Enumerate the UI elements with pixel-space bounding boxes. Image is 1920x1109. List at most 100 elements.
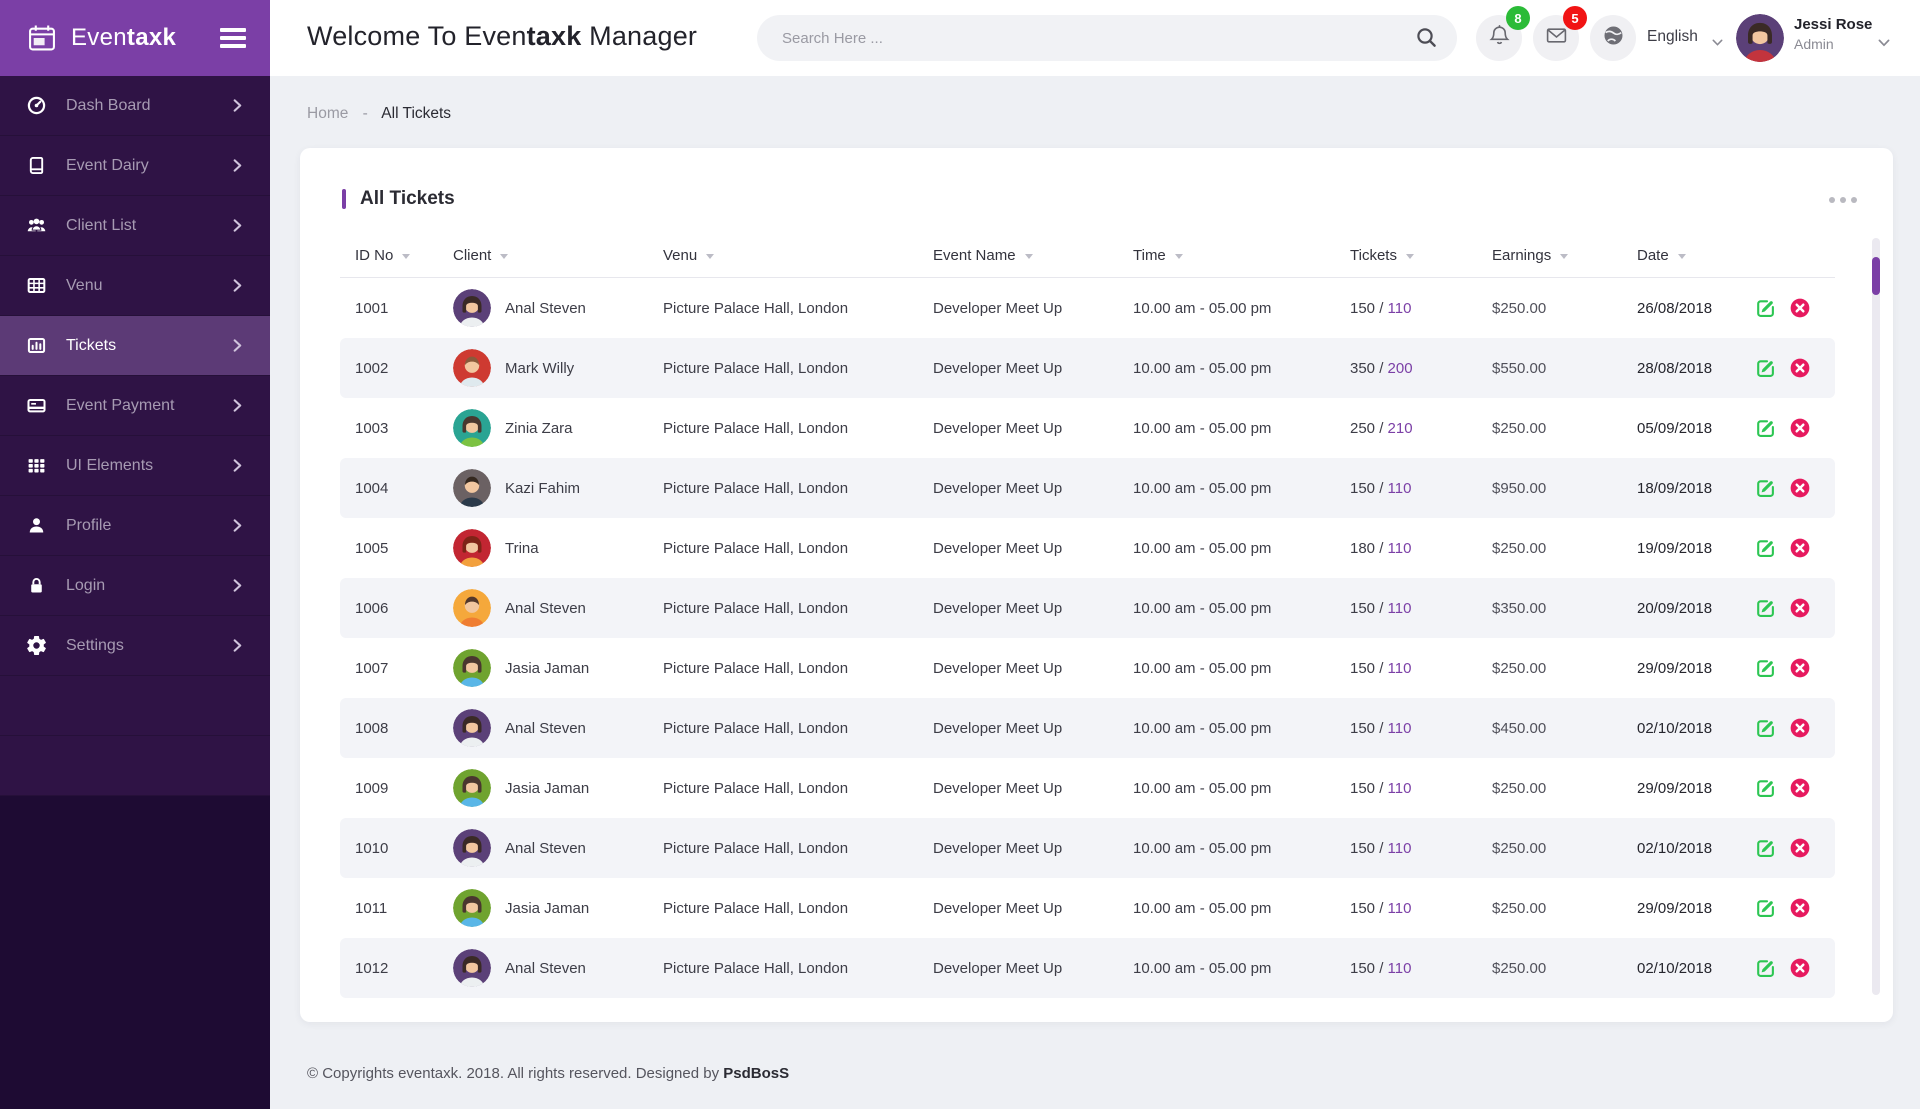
- payment-card-icon: [27, 396, 46, 415]
- cell-date: 29/09/2018: [1637, 779, 1713, 797]
- cell-time: 10.00 am - 05.00 pm: [1133, 839, 1272, 857]
- edit-button[interactable]: [1755, 477, 1777, 499]
- cell-tickets: 150 / 110: [1350, 960, 1492, 977]
- cell-id: 1006: [355, 599, 389, 617]
- edit-button[interactable]: [1755, 597, 1777, 619]
- column-header-time[interactable]: Time: [1133, 247, 1350, 264]
- sidebar-item-label: Event Payment: [66, 396, 175, 414]
- column-label: Date: [1637, 246, 1669, 264]
- tickets-separator: /: [1375, 899, 1388, 917]
- delete-button[interactable]: [1789, 777, 1811, 799]
- edit-button[interactable]: [1755, 717, 1777, 739]
- delete-button[interactable]: [1789, 297, 1811, 319]
- tickets-separator: /: [1375, 419, 1388, 437]
- tickets-highlight: 200: [1387, 359, 1413, 377]
- language-selector[interactable]: English: [1647, 28, 1723, 46]
- cell-time: 10.00 am - 05.00 pm: [1133, 539, 1272, 557]
- notifications-button[interactable]: 8: [1476, 6, 1530, 61]
- cell-time: 10.00 am - 05.00 pm: [1133, 299, 1272, 317]
- sidebar-item-venu[interactable]: Venu: [0, 256, 270, 316]
- edit-button[interactable]: [1755, 357, 1777, 379]
- table-scrollbar-track[interactable]: [1872, 238, 1880, 995]
- user-menu[interactable]: Jessi Rose Admin: [1794, 16, 1872, 52]
- tickets-separator: /: [1375, 599, 1388, 617]
- edit-button[interactable]: [1755, 837, 1777, 859]
- client-avatar: [453, 289, 491, 327]
- cell-date: 02/10/2018: [1637, 719, 1713, 737]
- column-header-client[interactable]: Client: [453, 247, 663, 264]
- sidebar-item-profile[interactable]: Profile: [0, 496, 270, 556]
- column-header-earnings[interactable]: Earnings: [1492, 247, 1637, 264]
- globe-button[interactable]: [1590, 15, 1636, 61]
- sidebar-item-event-dairy[interactable]: Event Dairy: [0, 136, 270, 196]
- cell-venue: Picture Palace Hall, London: [663, 779, 849, 797]
- table-scrollbar-thumb[interactable]: [1872, 257, 1880, 295]
- delete-button[interactable]: [1789, 537, 1811, 559]
- hamburger-menu-icon[interactable]: [220, 24, 246, 52]
- gear-icon: [27, 636, 46, 655]
- more-options-button[interactable]: [1825, 193, 1861, 207]
- edit-button[interactable]: [1755, 657, 1777, 679]
- sidebar-item-ui-elements[interactable]: UI Elements: [0, 436, 270, 496]
- sort-caret-icon: [1024, 253, 1033, 259]
- card-title-text: All Tickets: [360, 188, 455, 209]
- delete-icon: [1789, 357, 1811, 379]
- messages-button[interactable]: 5: [1533, 6, 1587, 61]
- delete-button[interactable]: [1789, 477, 1811, 499]
- edit-button[interactable]: [1755, 417, 1777, 439]
- user-avatar[interactable]: [1736, 14, 1784, 62]
- client-name: Jasia Jaman: [505, 779, 590, 797]
- sidebar-item-tickets[interactable]: Tickets: [0, 316, 270, 376]
- cell-earnings: $250.00: [1492, 839, 1547, 857]
- messages-badge: 5: [1563, 6, 1587, 30]
- sidebar-item-dash-board[interactable]: Dash Board: [0, 76, 270, 136]
- column-header-id-no[interactable]: ID No: [355, 247, 453, 264]
- column-header-event-name[interactable]: Event Name: [933, 247, 1133, 264]
- cell-venue: Picture Palace Hall, London: [663, 599, 849, 617]
- column-header-tickets[interactable]: Tickets: [1350, 247, 1492, 264]
- cell-event-name: Developer Meet Up: [933, 899, 1063, 917]
- cell-time: 10.00 am - 05.00 pm: [1133, 959, 1272, 977]
- search-icon[interactable]: [1416, 27, 1437, 48]
- search-input[interactable]: [757, 15, 1457, 61]
- delete-button[interactable]: [1789, 957, 1811, 979]
- cell-earnings: $250.00: [1492, 959, 1547, 977]
- client-avatar: [453, 769, 491, 807]
- search-bar: [757, 15, 1457, 61]
- breadcrumb-home-link[interactable]: Home: [307, 105, 349, 122]
- delete-button[interactable]: [1789, 357, 1811, 379]
- bell-icon: [1488, 24, 1511, 52]
- delete-button[interactable]: [1789, 417, 1811, 439]
- cell-actions: [1755, 837, 1835, 859]
- cell-tickets: 150 / 110: [1350, 840, 1492, 857]
- chevron-down-icon[interactable]: [1878, 34, 1890, 47]
- sidebar-item-client-list[interactable]: Client List: [0, 196, 270, 256]
- cell-id: 1005: [355, 539, 389, 557]
- sidebar-item-login[interactable]: Login: [0, 556, 270, 616]
- sidebar-item-settings[interactable]: Settings: [0, 616, 270, 676]
- delete-button[interactable]: [1789, 897, 1811, 919]
- edit-button[interactable]: [1755, 957, 1777, 979]
- edit-button[interactable]: [1755, 777, 1777, 799]
- delete-button[interactable]: [1789, 657, 1811, 679]
- language-label: English: [1647, 28, 1698, 45]
- tickets-highlight: 110: [1387, 839, 1412, 857]
- cell-time: 10.00 am - 05.00 pm: [1133, 899, 1272, 917]
- edit-button[interactable]: [1755, 897, 1777, 919]
- cell-date: 05/09/2018: [1637, 419, 1713, 437]
- cell-earnings: $250.00: [1492, 539, 1547, 557]
- edit-button[interactable]: [1755, 537, 1777, 559]
- cell-earnings: $250.00: [1492, 899, 1547, 917]
- cell-earnings: $450.00: [1492, 719, 1547, 737]
- edit-icon: [1755, 957, 1777, 979]
- column-header-venu[interactable]: Venu: [663, 247, 933, 264]
- tickets-count: 150: [1350, 659, 1376, 677]
- sidebar-item-event-payment[interactable]: Event Payment: [0, 376, 270, 436]
- edit-button[interactable]: [1755, 297, 1777, 319]
- delete-button[interactable]: [1789, 597, 1811, 619]
- delete-button[interactable]: [1789, 837, 1811, 859]
- designer-link[interactable]: PsdBosS: [723, 1065, 790, 1082]
- column-header-date[interactable]: Date: [1637, 247, 1755, 264]
- delete-button[interactable]: [1789, 717, 1811, 739]
- client-name: Kazi Fahim: [505, 479, 581, 497]
